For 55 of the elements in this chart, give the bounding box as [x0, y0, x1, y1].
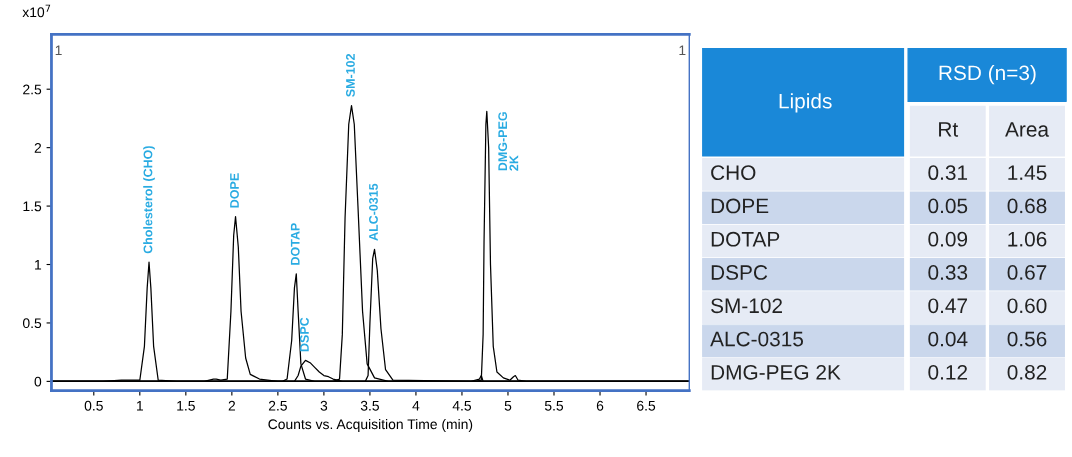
y-tick-label: DOTAP: [711, 231, 780, 247]
data-label: 0.56: [1007, 331, 1047, 347]
y-tick-label: CHO: [711, 165, 756, 181]
x-tick-label: 5: [504, 400, 512, 411]
y-tick-label: DSPC: [711, 265, 768, 280]
data-label: 1.45: [1008, 165, 1047, 181]
x-tick-label: 3: [320, 400, 328, 411]
annotation: SM-102: [346, 53, 355, 97]
annotation: ALC-0315: [369, 183, 378, 241]
data-label: 0.12: [928, 364, 968, 380]
x-tick-label: 5.5: [544, 400, 564, 411]
y-tick-label: SM-102: [711, 298, 782, 314]
x-tick-label: 1.5: [177, 400, 195, 411]
data-label: 0.04: [928, 331, 968, 347]
annotation: DOTAP: [290, 223, 300, 265]
x-tick-label: 6: [596, 400, 604, 411]
y-tick-label: ALC-0315: [710, 331, 804, 347]
x-tick-label: 0.5: [84, 400, 103, 411]
annotation: DOPE: [230, 173, 239, 208]
x-tick-label: 4.5: [452, 400, 472, 411]
y-tick-label: DOPE: [711, 198, 769, 214]
x-tick-label: 1: [137, 400, 143, 411]
x-tick-label: 2.5: [268, 400, 287, 411]
data-label: 0.31: [928, 165, 968, 181]
y-tick-label: 0.5: [22, 318, 42, 329]
y-tick-label: 2.5: [23, 84, 42, 95]
annotation: DMG-PEG 2K: [498, 112, 519, 171]
x-tick-label: Rt: [939, 122, 959, 137]
annotation: Cholesterol (CHO): [143, 146, 155, 254]
y-axis-title: Lipids: [779, 93, 832, 113]
data-label: 0.09: [928, 231, 968, 247]
data-label: 1.06: [1008, 231, 1047, 247]
x-tick-label: 4: [412, 400, 420, 411]
data-label: 0.05: [928, 198, 968, 214]
data-label: 0.33: [928, 265, 968, 280]
y-tick-label: DMG-PEG 2K: [711, 364, 841, 380]
x-tick-label: 6.5: [637, 400, 656, 411]
y-tick-label: 0: [34, 376, 42, 387]
chart-title: RSD (n=3): [939, 64, 1036, 85]
data-label: 0.60: [1007, 298, 1047, 314]
x-axis-title: Counts vs. Acquisition Time (min): [268, 418, 473, 432]
x-tick-label: 2: [228, 400, 236, 411]
data-label: 0.68: [1007, 198, 1047, 214]
annotation: 1: [679, 45, 686, 56]
x-tick-label: 3.5: [360, 400, 379, 411]
x-tick-label: Area: [1005, 122, 1050, 137]
data-label: 0.47: [928, 298, 968, 314]
text: x10$^{7}$: [22, 4, 51, 18]
data-label: 0.82: [1007, 364, 1047, 380]
y-tick-label: 1: [35, 259, 42, 270]
y-tick-label: 2: [34, 142, 42, 153]
annotation: DSPC: [299, 317, 309, 352]
data-label: 0.67: [1007, 265, 1047, 280]
annotation: 1: [55, 45, 62, 56]
y-tick-label: 1.5: [23, 201, 42, 212]
